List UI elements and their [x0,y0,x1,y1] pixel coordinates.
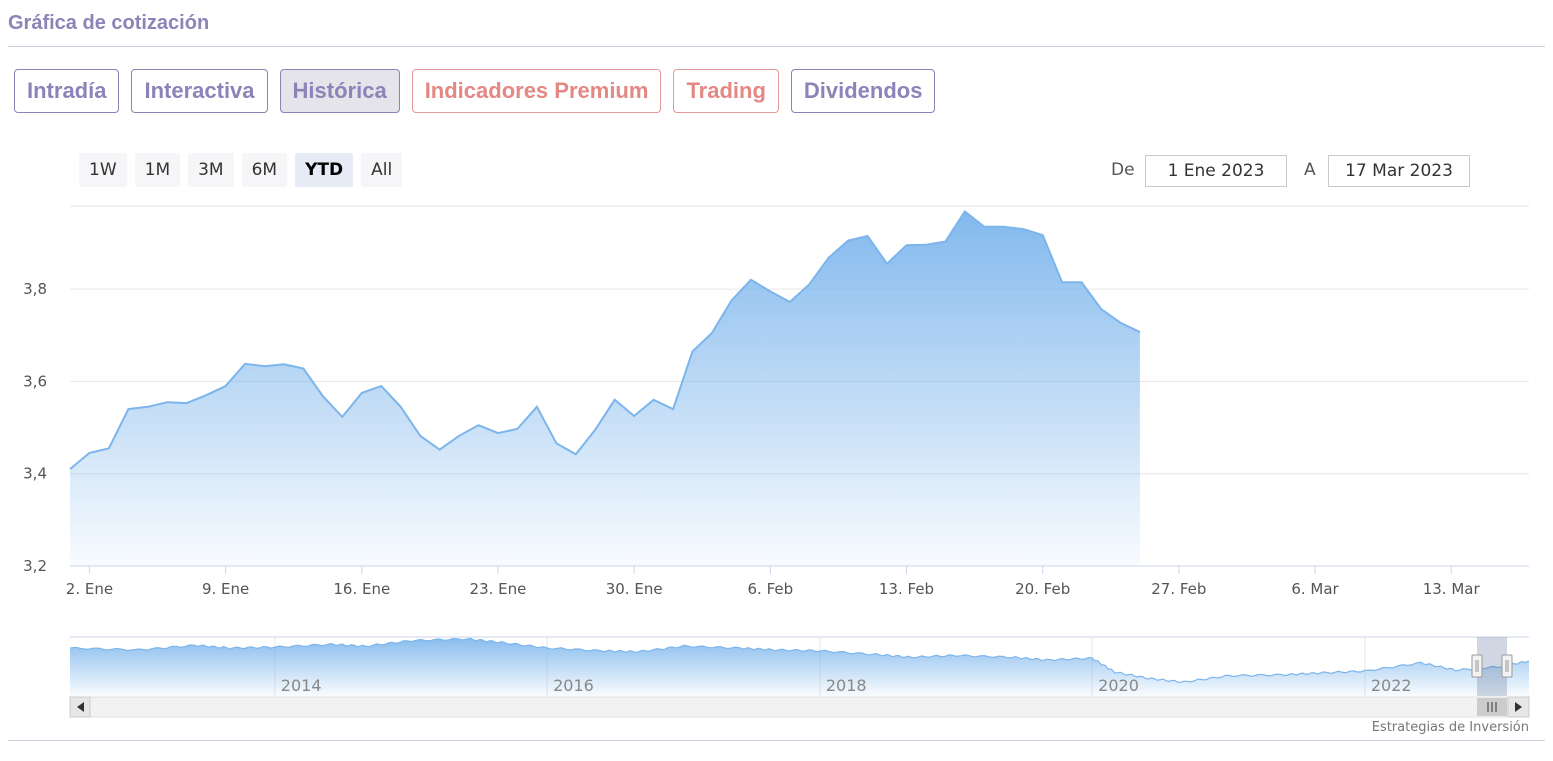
range-button-1m[interactable]: 1M [134,153,181,187]
tab-historica[interactable]: Histórica [279,69,400,113]
to-date-input[interactable]: 17 Mar 2023 [1328,155,1470,187]
tab-dividendos[interactable]: Dividendos [790,69,936,113]
navigator-handle-left[interactable] [1471,654,1483,678]
x-tick-label: 6. Mar [1291,580,1339,598]
scroll-left-button[interactable] [69,696,91,718]
x-tick-label: 6. Feb [747,580,793,598]
range-button-6m[interactable]: 6M [241,153,288,187]
scrollbar[interactable] [69,696,1530,718]
scrollbar-track[interactable] [69,696,1530,718]
x-tick-label: 16. Ene [333,580,390,598]
navigator-tick-label: 2022 [1371,676,1412,695]
navigator-line [69,637,1530,684]
y-tick-label: 3,8 [23,280,47,298]
y-axis: 3,2 3,4 3,6 3,8 [23,280,47,575]
from-date-input[interactable]: 1 Ene 2023 [1145,155,1287,187]
x-tick-label: 9. Ene [202,580,249,598]
range-button-ytd[interactable]: YTD [295,153,354,187]
series-area [70,211,1140,566]
from-date-label: De [1111,160,1135,180]
range-button-1w[interactable]: 1W [79,153,127,187]
tab-trading[interactable]: Trading [673,69,779,113]
range-selector: 1W 1M 3M 6M YTD All [79,153,403,187]
x-tick-label: 13. Feb [879,580,934,598]
navigator-axis: 2014 2016 2018 2020 2022 [281,676,1412,695]
to-date-label: A [1304,160,1316,180]
navigator-area [70,638,1529,696]
scroll-right-button[interactable] [1507,696,1530,718]
x-tick-label: 2. Ene [66,580,113,598]
navigator-tick-label: 2018 [826,676,867,695]
y-tick-label: 3,6 [23,372,47,390]
navigator-handle-right[interactable] [1501,654,1513,678]
title-divider [8,46,1545,47]
tab-intradia[interactable]: Intradía [14,69,120,113]
tab-indicadores-premium[interactable]: Indicadores Premium [411,69,662,113]
tab-interactiva[interactable]: Interactiva [131,69,268,113]
y-tick-label: 3,2 [23,557,47,575]
range-button-all[interactable]: All [361,153,403,187]
navigator[interactable]: 2014 2016 2018 2020 2022 [69,636,1530,696]
x-tick-label: 13. Mar [1423,580,1481,598]
navigator-tick-label: 2016 [553,676,594,695]
chart-tabs: Intradía Interactiva Histórica Indicador… [14,69,936,113]
scrollbar-thumb-grip-icon [1487,702,1497,712]
arrow-left-icon [77,702,84,712]
range-button-3m[interactable]: 3M [188,153,234,187]
series-line [69,210,1141,470]
navigator-tick-label: 2020 [1098,676,1139,695]
x-tick-label: 30. Ene [606,580,663,598]
chart-credit[interactable]: Estrategias de Inversión [1371,720,1529,735]
x-axis: 2. Ene 9. Ene 16. Ene 23. Ene 30. Ene 6. Feb 1… [66,566,1481,598]
x-tick-label: 20. Feb [1015,580,1070,598]
arrow-right-icon [1515,702,1522,712]
y-tick-label: 3,4 [23,465,47,483]
navigator-tick-label: 2014 [281,676,322,695]
bottom-divider [8,740,1545,741]
x-tick-label: 23. Ene [470,580,527,598]
x-tick-label: 27. Feb [1151,580,1206,598]
page-title: Gráfica de cotización [8,12,210,34]
